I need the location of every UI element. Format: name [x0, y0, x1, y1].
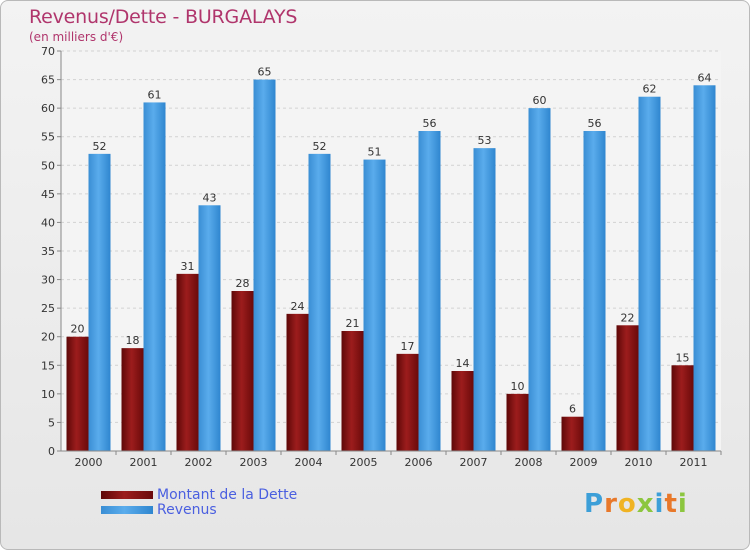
logo-letter: i [654, 489, 665, 519]
y-tick-label: 60 [41, 102, 55, 115]
y-tick-label: 30 [41, 274, 55, 287]
x-tick-label: 2002 [185, 456, 213, 469]
bar-dette [506, 393, 529, 451]
logo-letter: P [584, 489, 605, 519]
legend-swatch-dette [101, 491, 153, 499]
bar-revenus [638, 96, 661, 451]
x-tick-label: 2007 [460, 456, 488, 469]
bar-revenus [528, 108, 551, 452]
data-label: 53 [478, 134, 492, 147]
bar-dette [671, 365, 694, 451]
legend-swatch-revenus [101, 506, 153, 514]
bar-dette [286, 313, 309, 451]
gridlines [61, 50, 721, 452]
x-tick-label: 2003 [240, 456, 268, 469]
bar-revenus [583, 131, 606, 451]
data-label: 52 [313, 140, 327, 153]
data-label: 28 [236, 277, 250, 290]
legend-label-dette: Montant de la Dette [157, 487, 298, 503]
data-label: 51 [368, 146, 382, 159]
bar-dette [176, 273, 199, 451]
bar-dette [341, 331, 364, 451]
y-tick-label: 45 [41, 188, 55, 201]
x-tick-label: 2006 [405, 456, 433, 469]
data-label: 52 [93, 140, 107, 153]
logo-letter: i [677, 489, 688, 519]
bar-revenus [363, 159, 386, 452]
logo-letter: t [664, 489, 678, 519]
data-label: 21 [346, 317, 360, 330]
bar-revenus [198, 205, 221, 451]
data-label: 18 [126, 334, 140, 347]
bar-revenus [88, 153, 111, 451]
x-tick-label: 2011 [680, 456, 708, 469]
bar-dette [396, 353, 419, 451]
y-tick-label: 5 [48, 416, 55, 429]
proxiti-logo: Proxiti [584, 489, 688, 519]
data-label: 61 [148, 88, 162, 101]
data-label: 31 [181, 260, 195, 273]
data-label: 56 [423, 117, 437, 130]
y-tick-label: 65 [41, 74, 55, 87]
x-tick-label: 2009 [570, 456, 598, 469]
data-label: 10 [511, 380, 525, 393]
data-label: 17 [401, 340, 415, 353]
bar-dette [121, 348, 144, 451]
data-labels-group: 20 52 18 61 31 43 28 65 24 52 21 51 17 56 14 53 10 60 6 56 2… [71, 66, 712, 416]
data-label: 15 [676, 351, 690, 364]
legend-label-revenus: Revenus [157, 502, 217, 518]
y-tick-label: 10 [41, 388, 55, 401]
y-tick-label: 40 [41, 216, 55, 229]
chart-subtitle: (en milliers d'€) [29, 30, 124, 44]
bar-revenus [473, 148, 496, 451]
y-tick-label: 35 [41, 245, 55, 258]
axes-group: 0 5 10 15 20 25 30 35 40 45 50 55 60 65 70 2000 2001 2002… [41, 45, 722, 469]
data-label: 6 [569, 403, 576, 416]
data-label: 62 [643, 83, 657, 96]
x-tick-label: 2001 [130, 456, 158, 469]
logo-letter: r [604, 489, 618, 519]
bars-group [66, 79, 716, 452]
chart-title: Revenus/Dette - BURGALAYS [29, 6, 298, 28]
bar-revenus [693, 85, 716, 452]
y-tick-label: 70 [41, 45, 55, 58]
data-label: 22 [621, 311, 635, 324]
data-label: 24 [291, 300, 305, 313]
y-tick-label: 20 [41, 331, 55, 344]
data-label: 20 [71, 323, 85, 336]
logo-letter: x [636, 489, 655, 519]
x-tick-label: 2005 [350, 456, 378, 469]
x-tick-label: 2000 [75, 456, 103, 469]
x-tick-label: 2004 [295, 456, 323, 469]
y-tick-label: 25 [41, 302, 55, 315]
bar-dette [561, 416, 584, 451]
y-tick-label: 15 [41, 359, 55, 372]
x-tick-label: 2008 [515, 456, 543, 469]
y-tick-label: 50 [41, 159, 55, 172]
data-label: 14 [456, 357, 470, 370]
bar-dette [231, 291, 254, 451]
bar-dette [616, 325, 639, 451]
data-label: 65 [258, 66, 272, 79]
bar-revenus [253, 79, 276, 452]
bar-dette [66, 336, 89, 451]
y-tick-label: 55 [41, 131, 55, 144]
bar-revenus [143, 102, 166, 451]
x-tick-label: 2010 [625, 456, 653, 469]
logo-letter: o [617, 489, 637, 519]
data-label: 60 [533, 94, 547, 107]
data-label: 43 [203, 191, 217, 204]
data-label: 64 [698, 71, 712, 84]
bar-revenus [308, 153, 331, 451]
y-tick-label: 0 [48, 445, 55, 458]
data-label: 56 [588, 117, 602, 130]
bar-revenus [418, 131, 441, 451]
bar-dette [451, 371, 474, 451]
